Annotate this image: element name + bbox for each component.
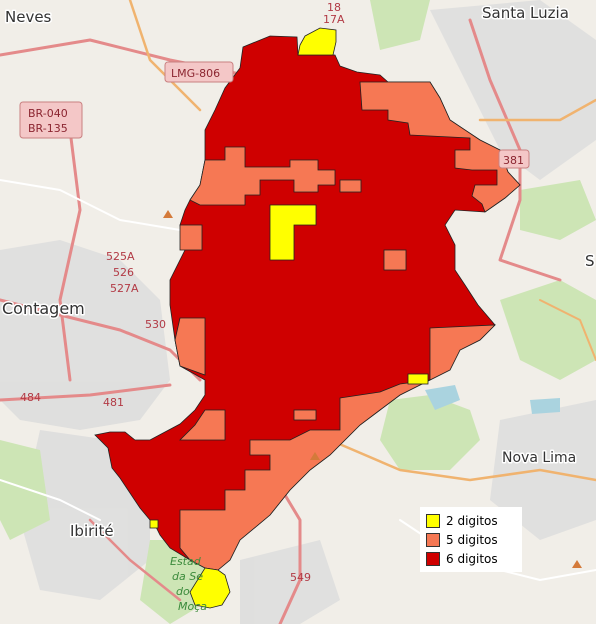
place-label-neves: Neves bbox=[5, 8, 52, 26]
road-shield-br135-label: BR-135 bbox=[28, 122, 68, 135]
legend-item-5-digitos: 5 digitos bbox=[426, 530, 516, 549]
road-label-17a: 17A bbox=[323, 13, 345, 26]
road-label-526: 526 bbox=[113, 266, 134, 279]
peak-marker-icon bbox=[572, 560, 582, 568]
legend-swatch-5-digitos bbox=[426, 532, 440, 547]
peak-marker-icon bbox=[163, 210, 173, 218]
place-label-contagem: Contagem bbox=[2, 299, 85, 318]
road-label-530: 530 bbox=[145, 318, 166, 331]
place-label-ibirite: Ibirité bbox=[70, 522, 114, 540]
legend-swatch-2-digitos bbox=[426, 513, 440, 528]
road-shield-381-label: 381 bbox=[503, 154, 524, 167]
road-shield-381: 381 bbox=[498, 149, 530, 169]
legend-label-5-digitos: 5 digitos bbox=[446, 532, 498, 547]
road-label-481: 481 bbox=[103, 396, 124, 409]
park-label-line-3: do bbox=[176, 585, 190, 598]
park-label-line-2: da Se bbox=[172, 570, 203, 583]
place-label-partial-s: S bbox=[585, 252, 595, 270]
park-label-line-4: Moça bbox=[178, 600, 207, 613]
legend-label-6-digitos: 6 digitos bbox=[446, 551, 498, 566]
zones-5-digitos[interactable] bbox=[174, 81, 521, 571]
place-label-santa-luzia: Santa Luzia bbox=[482, 4, 569, 22]
road-shield-br040-br135: BR-040 BR-135 bbox=[19, 101, 83, 139]
park-label-line-1: Estad bbox=[170, 555, 202, 568]
road-label-527a: 527A bbox=[110, 282, 139, 295]
water-bodies bbox=[425, 385, 560, 414]
zones-2-digitos[interactable] bbox=[149, 27, 429, 609]
legend-item-6-digitos: 6 digitos bbox=[426, 549, 516, 568]
road-shield-lmg806: LMG-806 bbox=[164, 61, 234, 83]
road-label-525a: 525A bbox=[106, 250, 135, 263]
legend-item-2-digitos: 2 digitos bbox=[426, 511, 516, 530]
legend-label-2-digitos: 2 digitos bbox=[446, 513, 498, 528]
road-label-549: 549 bbox=[290, 571, 311, 584]
road-shield-br040-label: BR-040 bbox=[28, 107, 68, 120]
place-label-nova-lima: Nova Lima bbox=[502, 450, 576, 466]
legend-swatch-6-digitos bbox=[426, 551, 440, 566]
map-legend: 2 digitos 5 digitos 6 digitos bbox=[420, 507, 522, 572]
peak-marker-icon bbox=[310, 452, 320, 460]
road-shield-lmg806-label: LMG-806 bbox=[171, 67, 220, 80]
road-label-484: 484 bbox=[20, 391, 41, 404]
road-label-18: 18 bbox=[327, 1, 341, 14]
